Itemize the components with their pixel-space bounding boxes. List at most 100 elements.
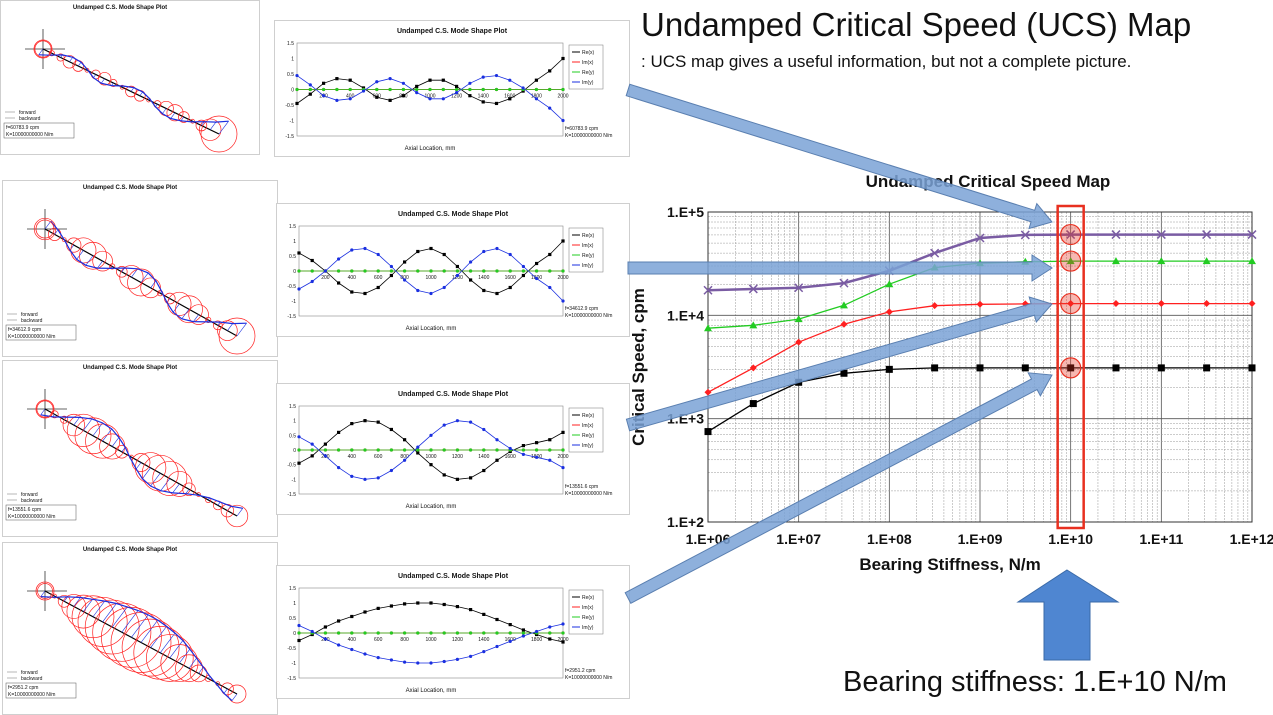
y-tick-label: 0 — [291, 88, 294, 94]
legend-entry: Im(x) — [582, 243, 594, 249]
point-3 — [482, 250, 485, 253]
point-2 — [495, 631, 498, 634]
point-3 — [548, 459, 551, 462]
point-2 — [428, 88, 431, 91]
freq-label: f=2951.2 cpm — [8, 685, 38, 691]
y-tick-label: 0.5 — [287, 72, 294, 78]
x-tick-label: 1000 — [425, 454, 436, 460]
orbit-hatch — [78, 62, 81, 66]
stiffness-annotation: K=10000000000 N/m — [565, 133, 612, 139]
point-re-x — [429, 463, 432, 466]
ucs-marker-square — [1158, 364, 1165, 371]
ucs-x-tick: 1.E+08 — [867, 531, 912, 547]
point-3 — [337, 257, 340, 260]
highlight-circle — [1061, 294, 1081, 314]
x-tick-label: 1400 — [478, 454, 489, 460]
point-2 — [495, 88, 498, 91]
x-tick-label: 1000 — [425, 275, 436, 281]
point-3 — [509, 640, 512, 643]
point-2 — [309, 88, 312, 91]
point-3 — [377, 253, 380, 256]
y-tick-label: -1 — [290, 119, 295, 125]
page-title: Undamped Critical Speed (UCS) Map — [641, 6, 1191, 44]
point-re-x — [297, 639, 300, 642]
y-tick-label: 0.5 — [289, 254, 296, 260]
point-re-x — [363, 419, 366, 422]
ucs-marker-square — [705, 428, 712, 435]
point-re-x — [442, 79, 445, 82]
point-re-x — [349, 79, 352, 82]
orbit-hatch — [141, 273, 148, 283]
point-re-x — [561, 57, 564, 60]
point-2 — [390, 631, 393, 634]
point-3 — [403, 459, 406, 462]
point-re-x — [468, 94, 471, 97]
point-3 — [469, 421, 472, 424]
point-re-x — [535, 79, 538, 82]
point-2 — [442, 88, 445, 91]
point-3 — [561, 119, 564, 122]
point-2 — [403, 448, 406, 451]
ucs-marker-diamond — [1112, 300, 1119, 307]
bearing-stiffness-note: Bearing stiffness: 1.E+10 N/m — [843, 666, 1227, 699]
point-2 — [322, 88, 325, 91]
point-2 — [416, 631, 419, 634]
y-tick-label: 0.5 — [289, 616, 296, 622]
point-2 — [482, 448, 485, 451]
point-2 — [443, 631, 446, 634]
point-3 — [509, 447, 512, 450]
orbit-hatch — [74, 417, 80, 425]
point-re-x — [482, 469, 485, 472]
point-2 — [548, 631, 551, 634]
orbit-title: Undamped C.S. Mode Shape Plot — [83, 547, 177, 553]
point-re-x — [377, 286, 380, 289]
x-tick-label: 1600 — [505, 275, 516, 281]
point-re-x — [322, 82, 325, 85]
point-3 — [363, 247, 366, 250]
orbit-hatch — [69, 57, 72, 61]
mode-shape-svg: Undamped C.S. Mode Shape Plot1.510.50-0.… — [277, 384, 629, 514]
point-3 — [363, 652, 366, 655]
point-3 — [455, 91, 458, 94]
point-2 — [522, 448, 525, 451]
orbit-hatch — [74, 597, 81, 606]
legend-entry: Re(x) — [582, 413, 595, 419]
point-2 — [535, 269, 538, 272]
legend-entry: Im(y) — [582, 625, 594, 631]
point-2 — [377, 269, 380, 272]
point-3 — [468, 82, 471, 85]
point-2 — [311, 448, 314, 451]
ucs-y-tick: 1.E+4 — [667, 307, 704, 323]
y-tick-label: 0.5 — [289, 433, 296, 439]
point-re-x — [428, 79, 431, 82]
point-2 — [456, 269, 459, 272]
point-3 — [322, 94, 325, 97]
orbit-hatch — [170, 640, 183, 657]
y-tick-label: 1.5 — [289, 224, 296, 230]
orbit-hatch — [131, 88, 134, 92]
point-re-x — [456, 265, 459, 268]
ucs-x-tick: 1.E+06 — [686, 531, 731, 547]
point-re-x — [416, 601, 419, 604]
x-axis-label: Axial Location, mm — [405, 146, 456, 152]
point-re-x — [403, 602, 406, 605]
point-2 — [522, 631, 525, 634]
point-re-x — [443, 603, 446, 606]
legend-entry: Im(x) — [582, 60, 594, 66]
point-3 — [495, 247, 498, 250]
ucs-title: Undamped Critical Speed Map — [866, 172, 1111, 191]
highlight-circle — [1061, 358, 1081, 378]
stiffness-label: K=10000000000 N/m — [6, 132, 53, 138]
point-3 — [482, 428, 485, 431]
point-2 — [375, 88, 378, 91]
point-3 — [350, 648, 353, 651]
point-re-x — [495, 618, 498, 621]
y-tick-label: 1 — [293, 601, 296, 607]
point-2 — [297, 631, 300, 634]
legend-backward: backward — [21, 318, 43, 324]
point-2 — [337, 631, 340, 634]
